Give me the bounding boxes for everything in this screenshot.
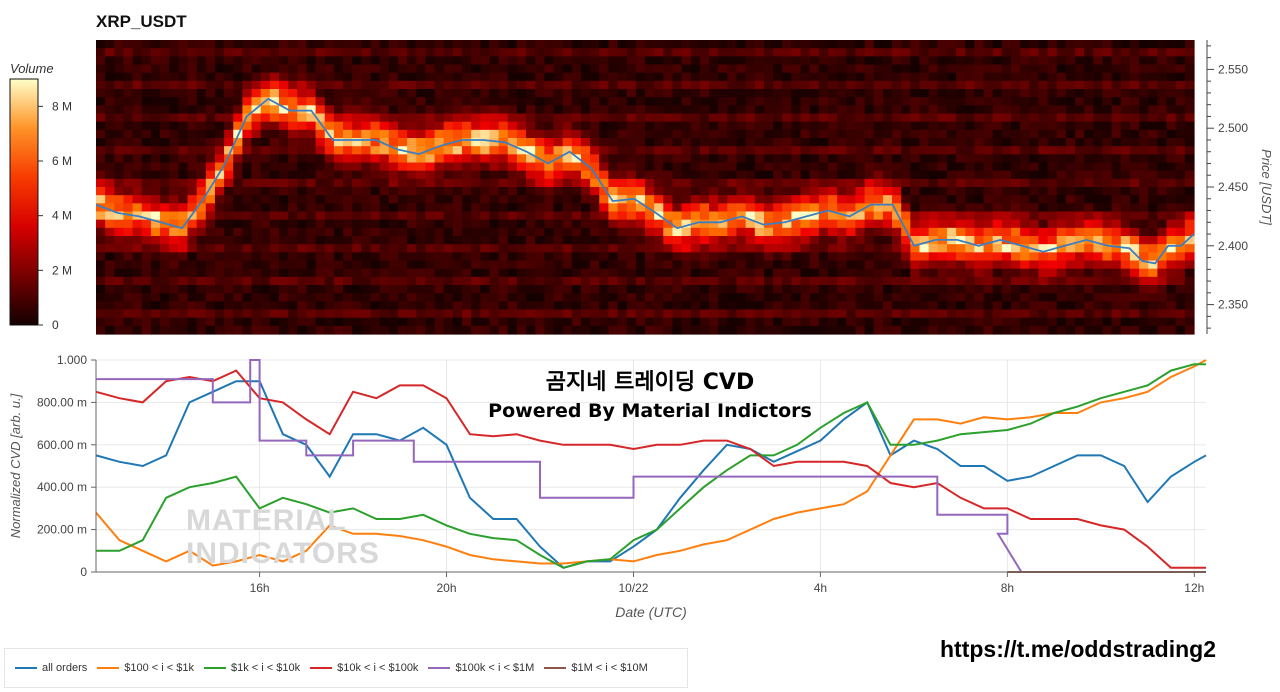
cvd-x-tick-label: 20h bbox=[437, 581, 457, 595]
telegram-link[interactable]: https://t.me/oddstrading2 bbox=[940, 636, 1216, 662]
cvd-chart[interactable]: 0 200.00 m 400.00 m 600.00 m 800.00 m 1.000 16… bbox=[0, 340, 1280, 640]
price-axis-label: Price [USDT] bbox=[1259, 149, 1274, 225]
legend-label: $10k < i < $100k bbox=[337, 662, 419, 674]
legend-item[interactable]: $100k < i < $1M bbox=[428, 662, 534, 674]
legend-swatch bbox=[428, 667, 451, 669]
legend-item[interactable]: $100 < i < $1k bbox=[97, 662, 194, 674]
cvd-y-tick-label: 1.000 bbox=[57, 353, 87, 367]
cvd-y-axis-label: Normalized CVD [arb. u.] bbox=[8, 393, 23, 538]
cvd-axes: 0 200.00 m 400.00 m 600.00 m 800.00 m 1.000 16… bbox=[8, 353, 1206, 620]
heatmap-cells bbox=[96, 40, 1195, 335]
cvd-x-tick-label: 4h bbox=[814, 581, 827, 595]
colorbar-tick-label: 6 M bbox=[52, 154, 72, 168]
overlay-subtitle: Powered By Material Indictors bbox=[488, 400, 812, 422]
colorbar-tick-label: 0 bbox=[52, 318, 59, 332]
legend-swatch bbox=[544, 667, 567, 669]
price-tick-label: 2.350 bbox=[1218, 298, 1248, 312]
cvd-y-tick-label: 200.00 m bbox=[37, 523, 87, 537]
legend-item[interactable]: all orders bbox=[15, 662, 87, 674]
legend: all orders $100 < i < $1k $1k < i < $10k $1… bbox=[4, 648, 688, 688]
price-tick-label: 2.450 bbox=[1218, 180, 1248, 194]
price-tick-label: 2.500 bbox=[1218, 121, 1248, 135]
cvd-x-axis-label: Date (UTC) bbox=[615, 604, 687, 620]
chart-title: XRP_USDT bbox=[96, 12, 187, 31]
legend-label: $100 < i < $1k bbox=[124, 662, 194, 674]
colorbar-tick-label: 2 M bbox=[52, 263, 72, 277]
cvd-x-tick-label: 10/22 bbox=[618, 581, 648, 595]
cvd-y-tick-label: 400.00 m bbox=[37, 480, 87, 494]
series-line--10k-i-100k bbox=[95, 369, 1206, 569]
heatmap-chart[interactable]: Volume 0 2 M 4 M 6 M 8 M 2.350 2.400 2.450 2.500… bbox=[0, 0, 1280, 340]
price-tick-label: 2.550 bbox=[1218, 62, 1248, 76]
cvd-x-tick-label: 8h bbox=[1001, 581, 1014, 595]
series-line--1k-i-10k bbox=[96, 363, 1206, 569]
legend-item[interactable]: $1k < i < $10k bbox=[203, 662, 301, 674]
legend-item[interactable]: $10k < i < $100k bbox=[310, 662, 418, 674]
series-line--100k-i-1m bbox=[96, 359, 1206, 573]
legend-label: $100k < i < $1M bbox=[455, 662, 535, 674]
colorbar-tick-label: 8 M bbox=[52, 99, 72, 113]
legend-swatch bbox=[97, 667, 120, 669]
cvd-x-tick-label: 12h bbox=[1184, 581, 1204, 595]
legend-label: all orders bbox=[42, 662, 88, 674]
colorbar-tick-label: 4 M bbox=[52, 209, 72, 223]
series-line--100-i-1k bbox=[95, 359, 1207, 567]
legend-label: $1k < i < $10k bbox=[230, 662, 301, 674]
colorbar-label: Volume bbox=[10, 61, 54, 76]
cvd-x-tick-label: 16h bbox=[250, 581, 270, 595]
legend-swatch bbox=[203, 667, 226, 669]
legend-item[interactable]: $1M < i < $10M bbox=[544, 662, 648, 674]
price-tick-label: 2.400 bbox=[1218, 239, 1248, 253]
cvd-y-tick-label: 600.00 m bbox=[37, 438, 87, 452]
legend-swatch bbox=[310, 667, 333, 669]
price-line bbox=[95, 97, 1195, 265]
material-indicators-watermark: MATERIAL INDICATORS bbox=[186, 504, 380, 570]
cvd-y-tick-label: 0 bbox=[80, 565, 87, 579]
colorbar: Volume 0 2 M 4 M 6 M 8 M bbox=[9, 61, 72, 332]
overlay-title: 곰지네 트레이딩 CVD bbox=[545, 370, 755, 395]
cvd-y-tick-label: 800.00 m bbox=[37, 395, 87, 409]
cvd-series bbox=[95, 359, 1207, 573]
legend-swatch bbox=[15, 667, 37, 669]
legend-label: $1M < i < $10M bbox=[571, 662, 648, 674]
price-axis: 2.350 2.400 2.450 2.500 2.550 Price [USDT] bbox=[1206, 40, 1274, 334]
